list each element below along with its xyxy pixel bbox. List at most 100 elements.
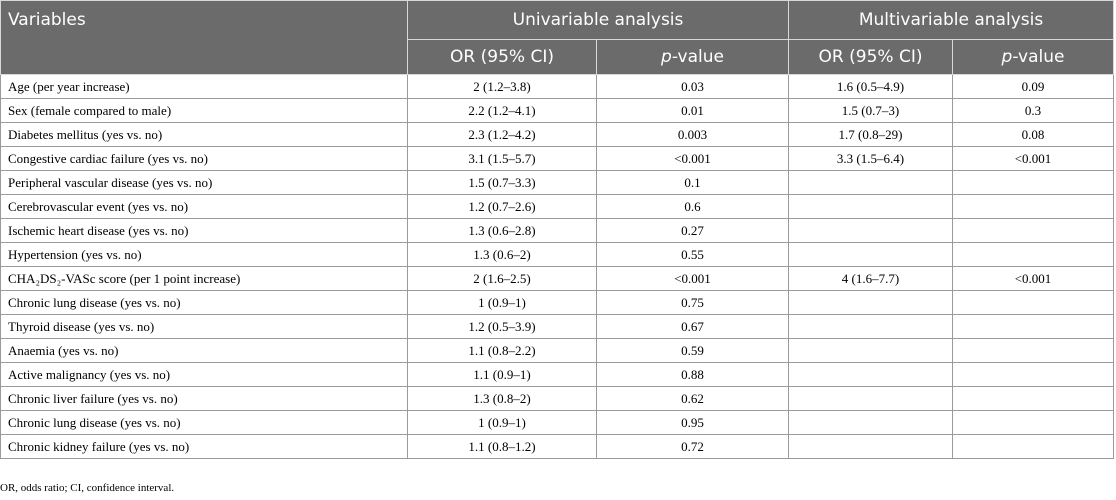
header-row-groups: Variables Univariable analysis Multivari… xyxy=(0,0,1115,75)
multi-p-cell xyxy=(952,242,1115,267)
uni-p-cell: 0.72 xyxy=(595,434,790,459)
multi-or-cell: 3.3 (1.5–6.4) xyxy=(788,146,954,171)
multi-or-cell xyxy=(788,434,954,459)
multi-or-cell: 4 (1.6–7.7) xyxy=(788,266,954,291)
multi-or-cell xyxy=(788,410,954,435)
multi-or-cell: 1.6 (0.5–4.9) xyxy=(788,74,954,99)
uni-p-cell: 0.95 xyxy=(595,410,790,435)
multi-p-cell xyxy=(952,314,1115,339)
multi-p-cell xyxy=(952,362,1115,387)
table-row: Chronic lung disease (yes vs. no) 1 (0.9–… xyxy=(0,410,1115,435)
uni-p-cell: 0.1 xyxy=(595,170,790,195)
table-row: Chronic liver failure (yes vs. no) 1.3 (0… xyxy=(0,386,1115,411)
multi-or-cell xyxy=(788,218,954,243)
p-suffix: -value xyxy=(1012,47,1065,67)
multi-or-cell xyxy=(788,290,954,315)
p-italic: p xyxy=(1001,47,1013,67)
variable-cell: Sex (female compared to male) xyxy=(0,98,408,123)
uni-or-cell: 3.1 (1.5–5.7) xyxy=(407,146,597,171)
multi-or-cell: 1.5 (0.7–3) xyxy=(788,98,954,123)
uni-p-cell: 0.27 xyxy=(595,218,790,243)
uni-p-cell: 0.6 xyxy=(595,194,790,219)
table-row: Peripheral vascular disease (yes vs. no)… xyxy=(0,170,1115,195)
uni-or-cell: 2.3 (1.2–4.2) xyxy=(407,122,597,147)
variable-cell: Hypertension (yes vs. no) xyxy=(0,242,408,267)
header-variables: Variables xyxy=(0,0,408,75)
p-suffix: -value xyxy=(671,47,724,67)
uni-p-cell: <0.001 xyxy=(595,266,790,291)
table-body: Age (per year increase) 2 (1.2–3.8) 0.03 1.… xyxy=(0,74,1115,459)
uni-or-cell: 2 (1.6–2.5) xyxy=(407,266,597,291)
uni-p-cell: 0.88 xyxy=(595,362,790,387)
multi-or-cell xyxy=(788,242,954,267)
variable-cell: Diabetes mellitus (yes vs. no) xyxy=(0,122,408,147)
uni-or-cell: 1.2 (0.5–3.9) xyxy=(407,314,597,339)
uni-or-cell: 1.3 (0.6–2) xyxy=(407,242,597,267)
header-multi-p-value: p-value xyxy=(952,39,1115,75)
multi-p-cell: <0.001 xyxy=(952,146,1115,171)
multi-or-cell: 1.7 (0.8–29) xyxy=(788,122,954,147)
uni-p-cell: 0.59 xyxy=(595,338,790,363)
multi-or-cell xyxy=(788,194,954,219)
table-row: Hypertension (yes vs. no) 1.3 (0.6–2) 0.55 xyxy=(0,242,1115,267)
variable-cell: Anaemia (yes vs. no) xyxy=(0,338,408,363)
variable-cell: Chronic lung disease (yes vs. no) xyxy=(0,290,408,315)
table-row: Congestive cardiac failure (yes vs. no) 3… xyxy=(0,146,1115,171)
table-row: Age (per year increase) 2 (1.2–3.8) 0.03 1.… xyxy=(0,74,1115,99)
variable-cell: Chronic liver failure (yes vs. no) xyxy=(0,386,408,411)
uni-or-cell: 1 (0.9–1) xyxy=(407,290,597,315)
variable-cell: CHA₂DS₂-VASc score (per 1 point increase… xyxy=(0,266,408,291)
table-row: Thyroid disease (yes vs. no) 1.2 (0.5–3.9… xyxy=(0,314,1115,339)
table-row: Diabetes mellitus (yes vs. no) 2.3 (1.2–4… xyxy=(0,122,1115,147)
uni-or-cell: 1.2 (0.7–2.6) xyxy=(407,194,597,219)
multi-or-cell xyxy=(788,386,954,411)
table-footnote: OR, odds ratio; CI, confidence interval. xyxy=(0,482,175,494)
uni-or-cell: 1.3 (0.8–2) xyxy=(407,386,597,411)
results-table: Variables Univariable analysis Multivari… xyxy=(0,0,1115,459)
uni-or-cell: 1.1 (0.9–1) xyxy=(407,362,597,387)
variable-cell: Cerebrovascular event (yes vs. no) xyxy=(0,194,408,219)
variable-cell: Thyroid disease (yes vs. no) xyxy=(0,314,408,339)
multi-p-cell: 0.3 xyxy=(952,98,1115,123)
header-uni-p-value: p-value xyxy=(595,39,790,75)
uni-p-cell: 0.55 xyxy=(595,242,790,267)
header-multi-or-ci: OR (95% CI) xyxy=(788,39,954,75)
uni-p-cell: 0.003 xyxy=(595,122,790,147)
uni-or-cell: 1.1 (0.8–1.2) xyxy=(407,434,597,459)
variable-cell: Ischemic heart disease (yes vs. no) xyxy=(0,218,408,243)
uni-or-cell: 1.1 (0.8–2.2) xyxy=(407,338,597,363)
p-italic: p xyxy=(661,47,672,67)
table-row: Chronic kidney failure (yes vs. no) 1.1 (… xyxy=(0,434,1115,459)
header-uni-or-ci: OR (95% CI) xyxy=(407,39,597,75)
multi-p-cell xyxy=(952,410,1115,435)
uni-p-cell: 0.75 xyxy=(595,290,790,315)
multi-p-cell: <0.001 xyxy=(952,266,1115,291)
variable-cell: Chronic lung disease (yes vs. no) xyxy=(0,410,408,435)
multi-or-cell xyxy=(788,362,954,387)
multi-p-cell: 0.08 xyxy=(952,122,1115,147)
uni-or-cell: 1 (0.9–1) xyxy=(407,410,597,435)
header-univariable: Univariable analysis xyxy=(406,0,790,40)
table-row: CHA₂DS₂-VASc score (per 1 point increase… xyxy=(0,266,1115,291)
uni-p-cell: 0.01 xyxy=(595,98,790,123)
multi-or-cell xyxy=(788,338,954,363)
table-row: Cerebrovascular event (yes vs. no) 1.2 (0… xyxy=(0,194,1115,219)
uni-p-cell: 0.03 xyxy=(595,74,790,99)
uni-p-cell: <0.001 xyxy=(595,146,790,171)
multi-or-cell xyxy=(788,170,954,195)
table-row: Anaemia (yes vs. no) 1.1 (0.8–2.2) 0.59 xyxy=(0,338,1115,363)
table-row: Ischemic heart disease (yes vs. no) 1.3 (… xyxy=(0,218,1115,243)
header-row-columns: OR (95% CI) p-value OR (95% CI) p-value xyxy=(1,39,1115,75)
uni-p-cell: 0.62 xyxy=(595,386,790,411)
uni-or-cell: 2 (1.2–3.8) xyxy=(407,74,597,99)
multi-p-cell: 0.09 xyxy=(952,74,1115,99)
multi-or-cell xyxy=(788,314,954,339)
uni-or-cell: 1.3 (0.6–2.8) xyxy=(407,218,597,243)
table-row: Chronic lung disease (yes vs. no) 1 (0.9–… xyxy=(0,290,1115,315)
multi-p-cell xyxy=(952,290,1115,315)
uni-p-cell: 0.67 xyxy=(595,314,790,339)
table-row: Sex (female compared to male) 2.2 (1.2–4.… xyxy=(0,98,1115,123)
multi-p-cell xyxy=(952,194,1115,219)
header-multivariable: Multivariable analysis xyxy=(788,0,1115,40)
table-row: Active malignancy (yes vs. no) 1.1 (0.9–1… xyxy=(0,362,1115,387)
